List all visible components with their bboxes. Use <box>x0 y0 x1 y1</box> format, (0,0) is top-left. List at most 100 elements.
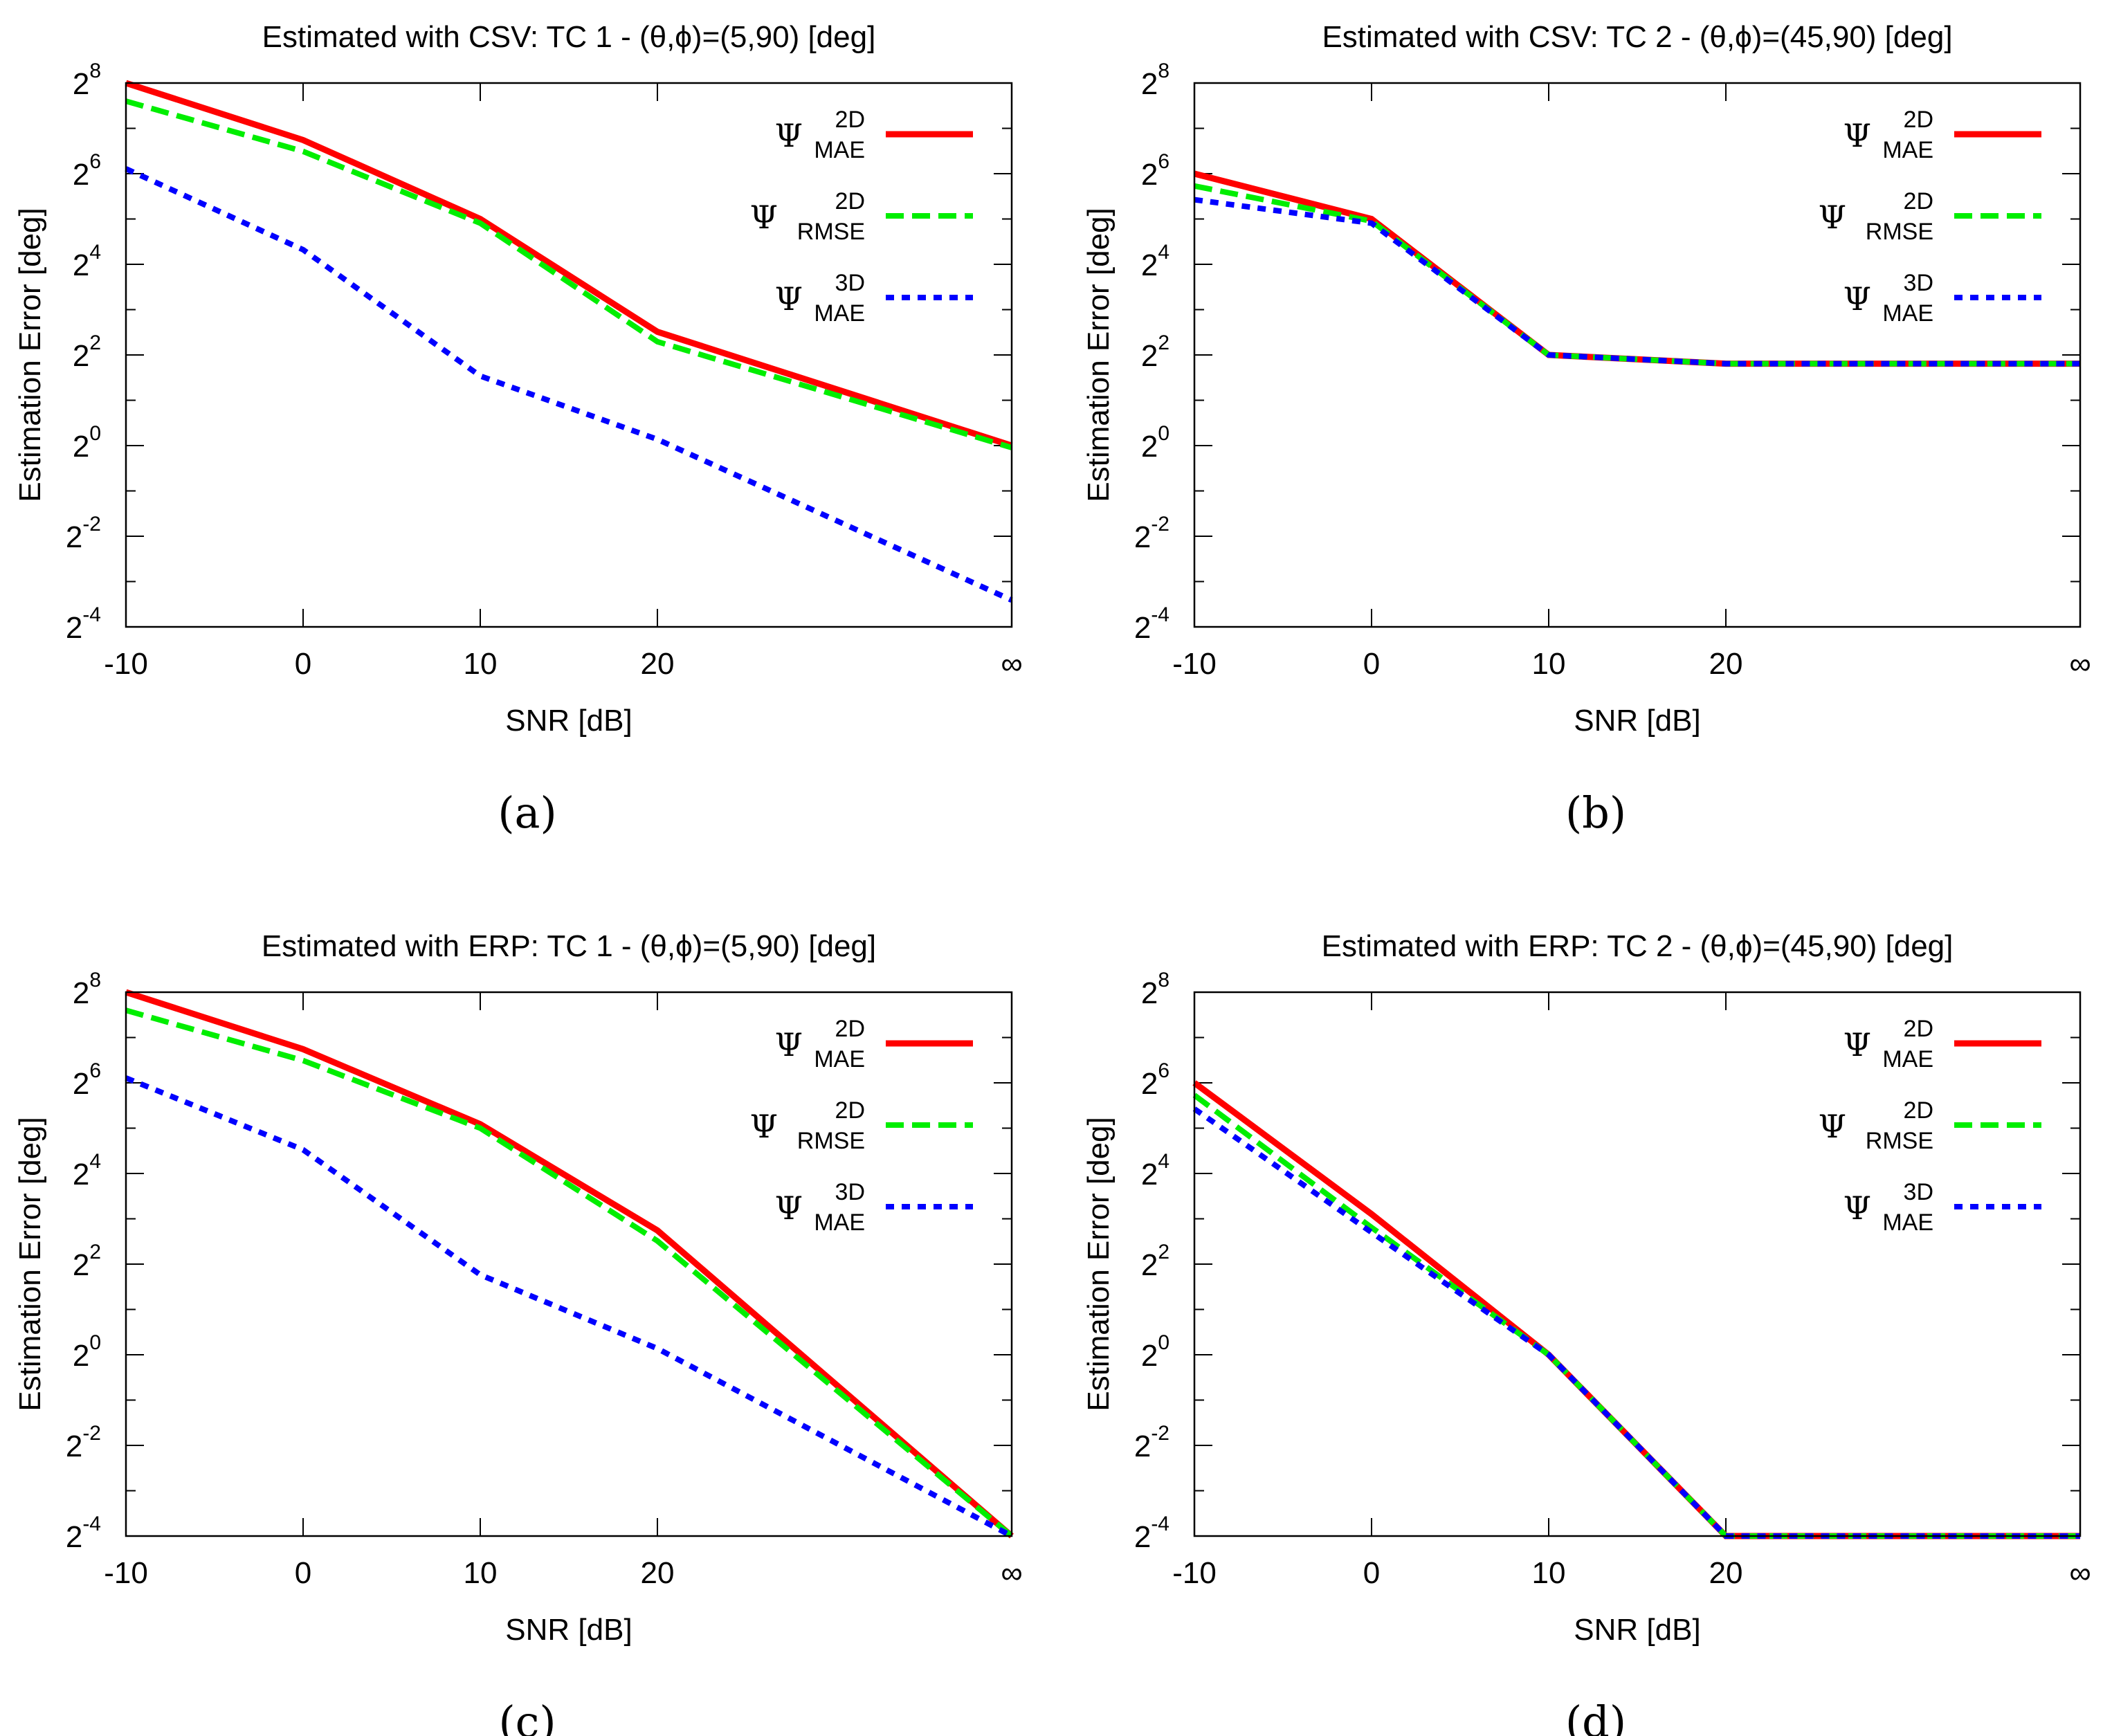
x-tick-label: ∞ <box>2069 1556 2091 1590</box>
legend-superscript: 2D <box>1904 1016 1933 1042</box>
legend-entry: 3D MAE Ψ <box>1843 270 1933 327</box>
y-tick-base: 2 <box>66 1520 82 1554</box>
legend-symbol: Ψ <box>750 199 778 236</box>
y-tick-base: 2 <box>1141 248 1158 282</box>
legend-entry: 3D MAE Ψ <box>1843 1179 1933 1236</box>
x-tick-label: 10 <box>464 647 498 681</box>
y-tick-exponent: 4 <box>89 1150 101 1173</box>
y-tick-exponent: -2 <box>1151 1422 1169 1445</box>
y-axis-label: Estimation Error [deg] <box>1082 208 1116 502</box>
legend-subscript: MAE <box>814 1209 865 1236</box>
y-tick-exponent: 0 <box>89 422 101 445</box>
y-tick-base: 2 <box>73 158 89 192</box>
legend-superscript: 2D <box>1904 107 1933 133</box>
series-line-1 <box>125 98 1013 450</box>
y-tick-label: 28 <box>73 969 101 1010</box>
legend-symbol: Ψ <box>775 280 803 318</box>
panel-label: (a) <box>498 787 556 838</box>
y-tick-base: 2 <box>73 1067 89 1101</box>
legend-entry: 2D RMSE Ψ <box>750 188 865 245</box>
y-tick-exponent: 6 <box>89 1059 101 1082</box>
legend-symbol: Ψ <box>1819 1108 1846 1145</box>
series-line-0 <box>1193 170 2080 367</box>
plot-frame <box>1193 991 2082 1537</box>
x-axis-label: SNR [dB] <box>505 1613 632 1647</box>
y-tick-exponent: -4 <box>1151 603 1169 626</box>
y-tick-label: 2-2 <box>66 513 101 554</box>
y-tick-label: 20 <box>1141 422 1169 464</box>
chart-panel-c: Estimated with ERP: TC 1 - (θ,ϕ)=(5,90) … <box>13 929 1023 1736</box>
legend-superscript: 2D <box>835 1097 865 1124</box>
legend-subscript: RMSE <box>797 219 865 245</box>
chart-title: Estimated with CSV: TC 1 - (θ,ϕ)=(5,90) … <box>262 20 876 54</box>
plot-frame <box>125 991 1013 1537</box>
y-tick-exponent: 8 <box>1158 969 1169 992</box>
y-tick-exponent: 2 <box>89 1241 101 1263</box>
y-tick-base: 2 <box>1141 67 1158 101</box>
legend-superscript: 3D <box>835 270 865 296</box>
legend-subscript: MAE <box>814 137 865 163</box>
x-tick-label: 0 <box>1363 1556 1380 1590</box>
y-tick-base: 2 <box>1141 1067 1158 1101</box>
y-tick-label: 26 <box>73 150 101 192</box>
legend-symbol: Ψ <box>1843 1189 1871 1227</box>
y-tick-label: 28 <box>73 60 101 101</box>
series-line-1 <box>1192 1093 2080 1539</box>
series-line-0 <box>125 989 1014 1539</box>
y-tick-exponent: -4 <box>1151 1513 1169 1535</box>
x-tick-label: 10 <box>1532 1556 1566 1590</box>
y-tick-label: 2-4 <box>1134 1513 1169 1554</box>
legend-entry: 3D MAE Ψ <box>775 270 865 327</box>
y-tick-base: 2 <box>73 248 89 282</box>
y-tick-exponent: 4 <box>1158 1150 1169 1173</box>
y-tick-base: 2 <box>66 611 82 645</box>
legend-subscript: MAE <box>1882 1209 1933 1236</box>
y-tick-base: 2 <box>1134 1520 1151 1554</box>
x-tick-label: 20 <box>1709 647 1743 681</box>
y-tick-exponent: 6 <box>1158 150 1169 173</box>
y-tick-label: 2-4 <box>1134 603 1169 645</box>
y-tick-base: 2 <box>1141 1158 1158 1191</box>
y-tick-exponent: 0 <box>1158 1331 1169 1354</box>
x-tick-label: 20 <box>1709 1556 1743 1590</box>
y-tick-base: 2 <box>73 430 89 464</box>
x-tick-label: 10 <box>464 1556 498 1590</box>
legend-entry: 2D MAE Ψ <box>775 107 865 163</box>
x-tick-label: -10 <box>104 1556 148 1590</box>
x-tick-label: -10 <box>1172 647 1217 681</box>
legend-symbol: Ψ <box>775 1189 803 1227</box>
y-tick-base: 2 <box>1141 1248 1158 1282</box>
y-tick-exponent: -2 <box>1151 513 1169 536</box>
y-tick-exponent: 6 <box>89 150 101 173</box>
legend-entry: 2D RMSE Ψ <box>750 1097 865 1154</box>
y-tick-exponent: 0 <box>89 1331 101 1354</box>
y-tick-base: 2 <box>1141 1339 1158 1373</box>
legend-subscript: RMSE <box>1866 1128 1933 1154</box>
x-tick-label: 0 <box>1363 647 1380 681</box>
y-tick-label: 2-4 <box>66 1513 101 1554</box>
y-axis-label: Estimation Error [deg] <box>13 208 47 502</box>
x-tick-label: -10 <box>104 647 148 681</box>
legend-superscript: 2D <box>835 107 865 133</box>
x-tick-label: ∞ <box>2069 647 2091 681</box>
legend-symbol: Ψ <box>1843 117 1871 154</box>
legend-entry: 2D RMSE Ψ <box>1819 1097 1933 1154</box>
legend: 2D MAE Ψ 2D RMSE Ψ 3D MAE Ψ <box>750 1016 973 1236</box>
series-line-2 <box>1194 197 2080 367</box>
legend-entry: 2D MAE Ψ <box>1843 1016 1933 1072</box>
series-line-2 <box>1192 1106 2080 1539</box>
series-line-2 <box>125 1075 1013 1539</box>
y-tick-label: 2-2 <box>1134 513 1169 554</box>
legend-entry: 2D RMSE Ψ <box>1819 188 1933 245</box>
legend-symbol: Ψ <box>750 1108 778 1145</box>
legend-superscript: 3D <box>1904 1179 1933 1205</box>
y-tick-exponent: -2 <box>82 1422 101 1445</box>
y-tick-base: 2 <box>1141 158 1158 192</box>
legend-symbol: Ψ <box>775 1026 803 1063</box>
y-tick-label: 2-2 <box>1134 1422 1169 1463</box>
y-tick-exponent: 8 <box>89 969 101 992</box>
y-tick-exponent: 0 <box>1158 422 1169 445</box>
legend-superscript: 3D <box>835 1179 865 1205</box>
y-tick-label: 20 <box>73 1331 101 1373</box>
